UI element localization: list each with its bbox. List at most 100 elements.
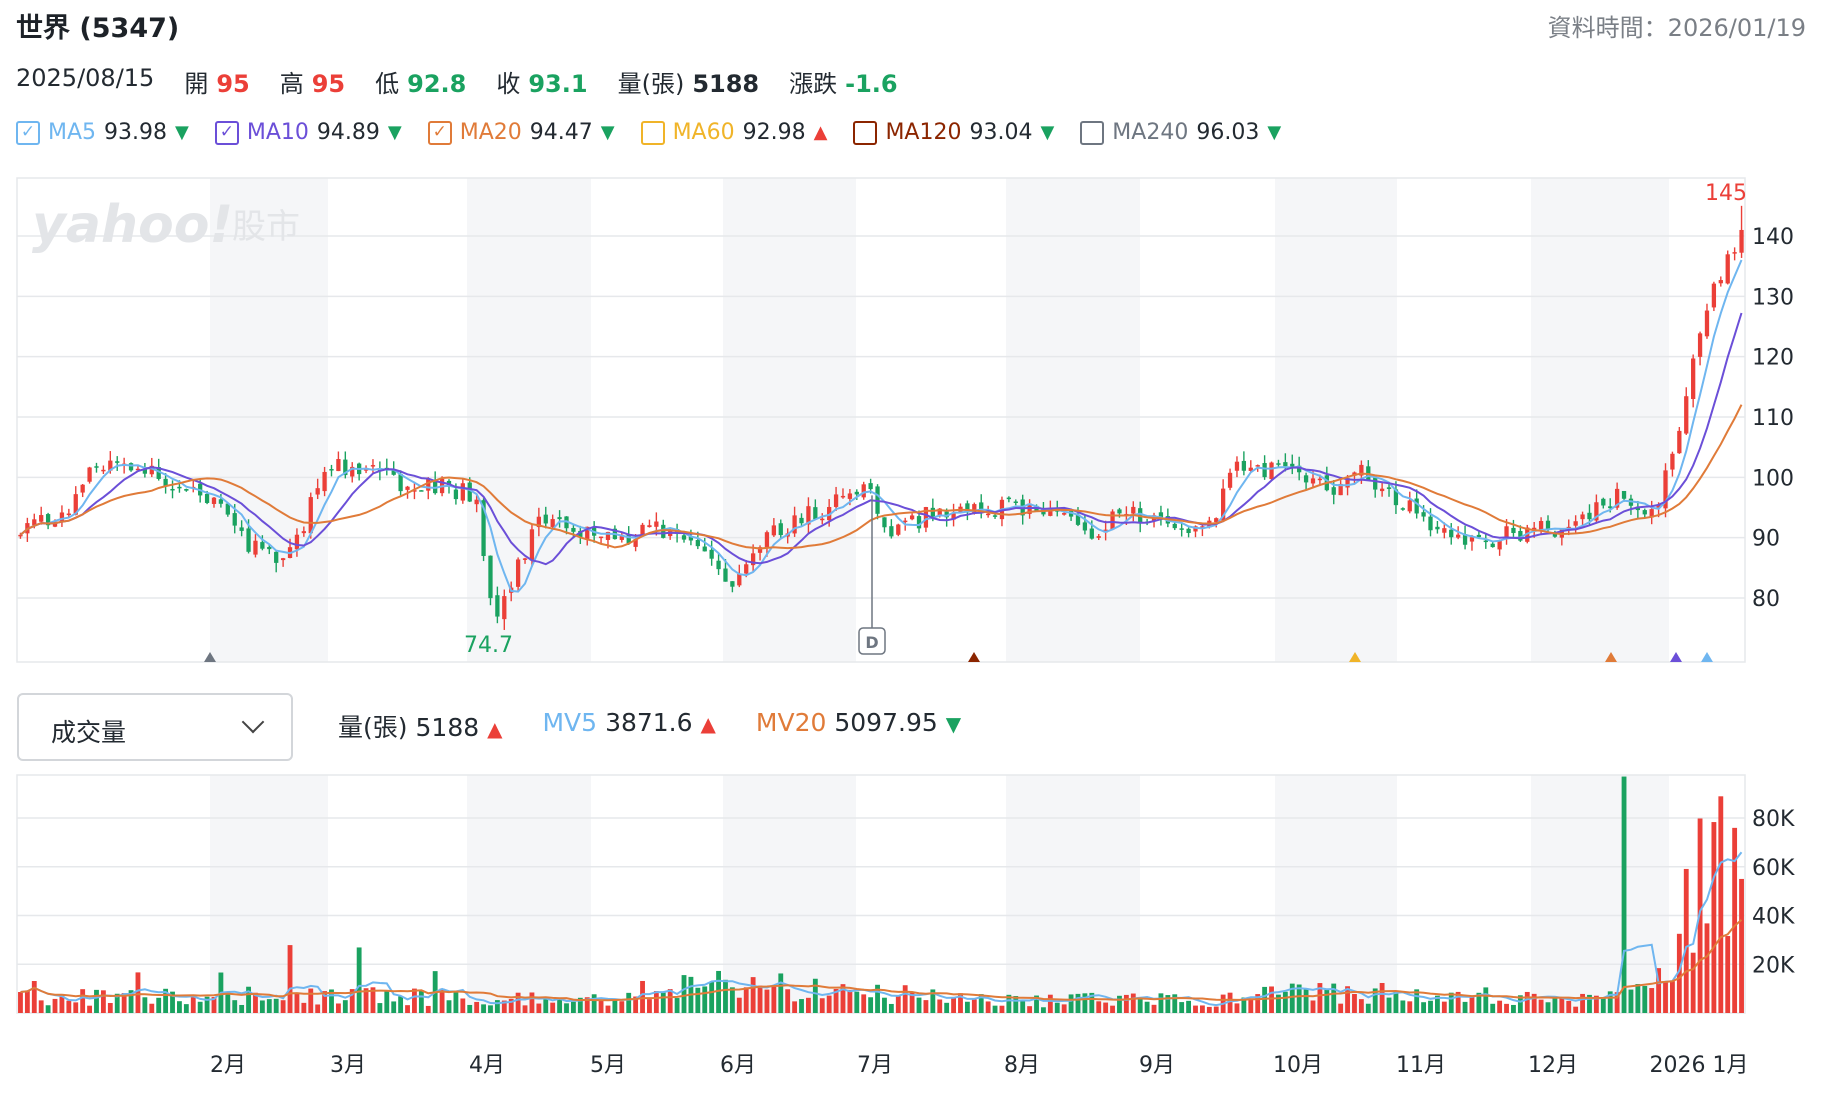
candle[interactable] <box>1538 517 1544 536</box>
volume-bar[interactable] <box>280 1000 286 1013</box>
candle[interactable] <box>896 523 901 537</box>
volume-bar[interactable] <box>356 947 362 1013</box>
volume-bar[interactable] <box>163 988 169 1013</box>
volume-bar[interactable] <box>875 984 880 1013</box>
ma-toggle-ma240[interactable]: MA240 96.03 ▼ <box>1080 120 1281 145</box>
volume-bar[interactable] <box>557 997 563 1013</box>
volume-bar[interactable] <box>958 993 963 1013</box>
volume-bar[interactable] <box>1704 923 1710 1013</box>
candle[interactable] <box>1545 515 1551 535</box>
candle[interactable] <box>211 497 217 508</box>
volume-bar[interactable] <box>882 997 887 1013</box>
volume-bar[interactable] <box>1393 991 1399 1013</box>
volume-bar[interactable] <box>501 1000 507 1013</box>
volume-bar[interactable] <box>1580 993 1585 1013</box>
candle[interactable] <box>260 535 265 551</box>
candle[interactable] <box>488 555 493 606</box>
candle[interactable] <box>142 462 148 478</box>
candle[interactable] <box>716 553 721 575</box>
checkbox-checked-icon[interactable]: ✓ <box>16 120 40 145</box>
volume-bar[interactable] <box>944 1002 950 1013</box>
candle[interactable] <box>1642 508 1647 519</box>
candle[interactable] <box>1393 481 1399 514</box>
volume-bar[interactable] <box>474 1001 480 1013</box>
volume-bar[interactable] <box>605 1005 611 1013</box>
volume-bar[interactable] <box>633 996 639 1013</box>
candle[interactable] <box>301 526 306 537</box>
volume-bar[interactable] <box>121 993 127 1013</box>
volume-bar[interactable] <box>854 991 860 1013</box>
volume-bar[interactable] <box>799 999 804 1013</box>
volume-bar[interactable] <box>1559 997 1565 1013</box>
volume-bar[interactable] <box>1469 996 1475 1013</box>
volume-bar[interactable] <box>1649 988 1655 1013</box>
candle[interactable] <box>336 451 341 472</box>
volume-bar[interactable] <box>1047 994 1053 1013</box>
candle[interactable] <box>45 512 51 530</box>
candle[interactable] <box>522 557 528 564</box>
volume-bar[interactable] <box>647 999 652 1013</box>
candle[interactable] <box>225 503 230 517</box>
volume-bar[interactable] <box>114 993 120 1013</box>
volume-bar[interactable] <box>1517 995 1523 1013</box>
volume-bar[interactable] <box>640 980 645 1013</box>
volume-bar[interactable] <box>985 1001 991 1013</box>
volume-bar[interactable] <box>1041 1007 1046 1013</box>
volume-bar[interactable] <box>349 989 355 1013</box>
volume-bar[interactable] <box>515 992 521 1013</box>
volume-bar[interactable] <box>1365 1003 1371 1013</box>
volume-bar[interactable] <box>833 989 839 1013</box>
volume-bar[interactable] <box>239 1004 245 1013</box>
candle[interactable] <box>350 462 355 483</box>
volume-bar[interactable] <box>999 1005 1005 1013</box>
checkbox-icon[interactable] <box>640 120 665 145</box>
candle[interactable] <box>806 497 811 534</box>
volume-bar[interactable] <box>1061 1004 1067 1013</box>
volume-bar[interactable] <box>778 973 784 1013</box>
candle[interactable] <box>80 483 85 498</box>
volume-bar[interactable] <box>24 990 30 1013</box>
volume-bar[interactable] <box>1683 868 1689 1013</box>
volume-bar[interactable] <box>964 1001 970 1013</box>
volume-bar[interactable] <box>225 992 231 1013</box>
candle[interactable] <box>1110 509 1115 531</box>
candle[interactable] <box>474 495 479 513</box>
volume-bar[interactable] <box>405 1005 410 1013</box>
volume-bar[interactable] <box>978 994 984 1013</box>
volume-bar[interactable] <box>322 991 328 1013</box>
volume-bar[interactable] <box>412 988 417 1013</box>
volume-bar[interactable] <box>73 1002 79 1013</box>
volume-bar[interactable] <box>170 991 175 1013</box>
volume-bar[interactable] <box>757 985 763 1013</box>
volume-bar[interactable] <box>370 987 376 1013</box>
volume-bar[interactable] <box>923 1000 929 1013</box>
candle[interactable] <box>1663 463 1668 518</box>
volume-bar[interactable] <box>667 989 673 1013</box>
volume-bar[interactable] <box>806 997 811 1013</box>
candle[interactable] <box>1131 501 1136 522</box>
candle[interactable] <box>1704 303 1710 339</box>
volume-bar[interactable] <box>626 992 632 1013</box>
volume-bar[interactable] <box>1400 1000 1406 1013</box>
candle[interactable] <box>1186 527 1191 538</box>
ma-toggle-ma60[interactable]: MA60 92.98 ▲ <box>640 120 827 145</box>
volume-bar[interactable] <box>1096 1001 1102 1013</box>
volume-bar[interactable] <box>1711 822 1717 1013</box>
volume-bar[interactable] <box>543 998 549 1013</box>
volume-bar[interactable] <box>1172 994 1178 1013</box>
checkbox-checked-icon[interactable]: ✓ <box>214 120 239 145</box>
candle[interactable] <box>1172 521 1177 531</box>
candle[interactable] <box>329 464 334 477</box>
volume-bar[interactable] <box>87 1005 92 1013</box>
volume-bar[interactable] <box>342 1000 348 1013</box>
volume-bar[interactable] <box>308 988 314 1013</box>
candle[interactable] <box>1013 499 1018 506</box>
volume-bar[interactable] <box>488 1005 493 1013</box>
volume-bar[interactable] <box>100 990 106 1013</box>
volume-bar[interactable] <box>1054 1002 1060 1013</box>
candle[interactable] <box>598 536 604 544</box>
candle[interactable] <box>550 514 555 529</box>
volume-bar[interactable] <box>467 1004 473 1013</box>
candle[interactable] <box>156 458 161 481</box>
candle[interactable] <box>640 522 645 536</box>
